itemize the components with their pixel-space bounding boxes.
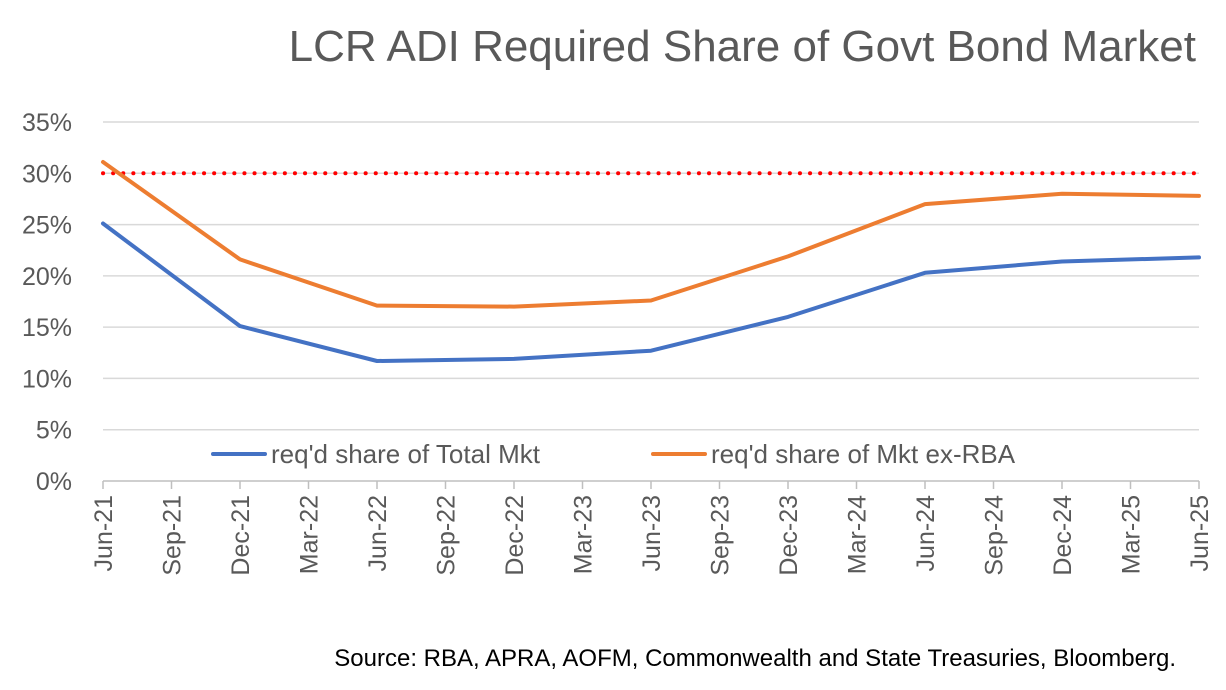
x-tick-label: Mar-25 (1118, 495, 1146, 574)
legend-label-2: req'd share of Mkt ex-RBA (711, 439, 1016, 469)
x-tick-label: Sep-23 (707, 495, 735, 576)
x-axis: Jun-21 Sep-21 Dec-21 Mar-22 Jun-22 Sep-22 Dec-… (90, 480, 1214, 576)
source-note: Source: RBA, APRA, AOFM, Commonwealth an… (334, 645, 1176, 672)
x-tick-label: Jun-22 (364, 495, 392, 571)
y-tick-label: 0% (36, 468, 72, 496)
x-tick-label: Mar-23 (570, 495, 598, 574)
x-tick-label: Mar-22 (296, 495, 324, 574)
series-layer (101, 160, 1201, 363)
y-tick-label: 20% (22, 263, 72, 291)
series-line-1 (101, 221, 1201, 363)
x-tick-label: Jun-21 (90, 495, 118, 571)
x-tick-label: Dec-23 (775, 495, 803, 576)
legend: req'd share of Total Mkt req'd share of M… (211, 439, 1016, 469)
x-tick-label: Jun-23 (638, 495, 666, 571)
legend-label-1: req'd share of Total Mkt (271, 439, 541, 469)
y-tick-label: 35% (22, 109, 72, 137)
x-tick-label: Jun-24 (912, 495, 940, 572)
y-tick-label: 10% (22, 365, 72, 393)
x-tick-label: Dec-21 (227, 495, 255, 576)
x-tick-label: Dec-22 (501, 495, 529, 576)
y-tick-label: 30% (22, 160, 72, 188)
x-tick-label: Sep-21 (159, 495, 187, 576)
x-tick-label: Jun-25 (1186, 495, 1214, 571)
y-axis-tick-labels: 0% 5% 10% 15% 20% 25% 30% 35% (22, 109, 72, 496)
y-tick-label: 15% (22, 314, 72, 342)
x-tick-label: Mar-24 (844, 495, 872, 574)
series-line-2 (101, 160, 1201, 309)
x-tick-label: Dec-24 (1049, 495, 1077, 576)
y-tick-label: 5% (36, 417, 72, 445)
x-tick-label: Sep-22 (433, 495, 461, 576)
chart-title: LCR ADI Required Share of Govt Bond Mark… (288, 22, 1196, 71)
gridlines (103, 121, 1199, 431)
y-tick-label: 25% (22, 212, 72, 240)
x-tick-label: Sep-24 (981, 495, 1009, 576)
